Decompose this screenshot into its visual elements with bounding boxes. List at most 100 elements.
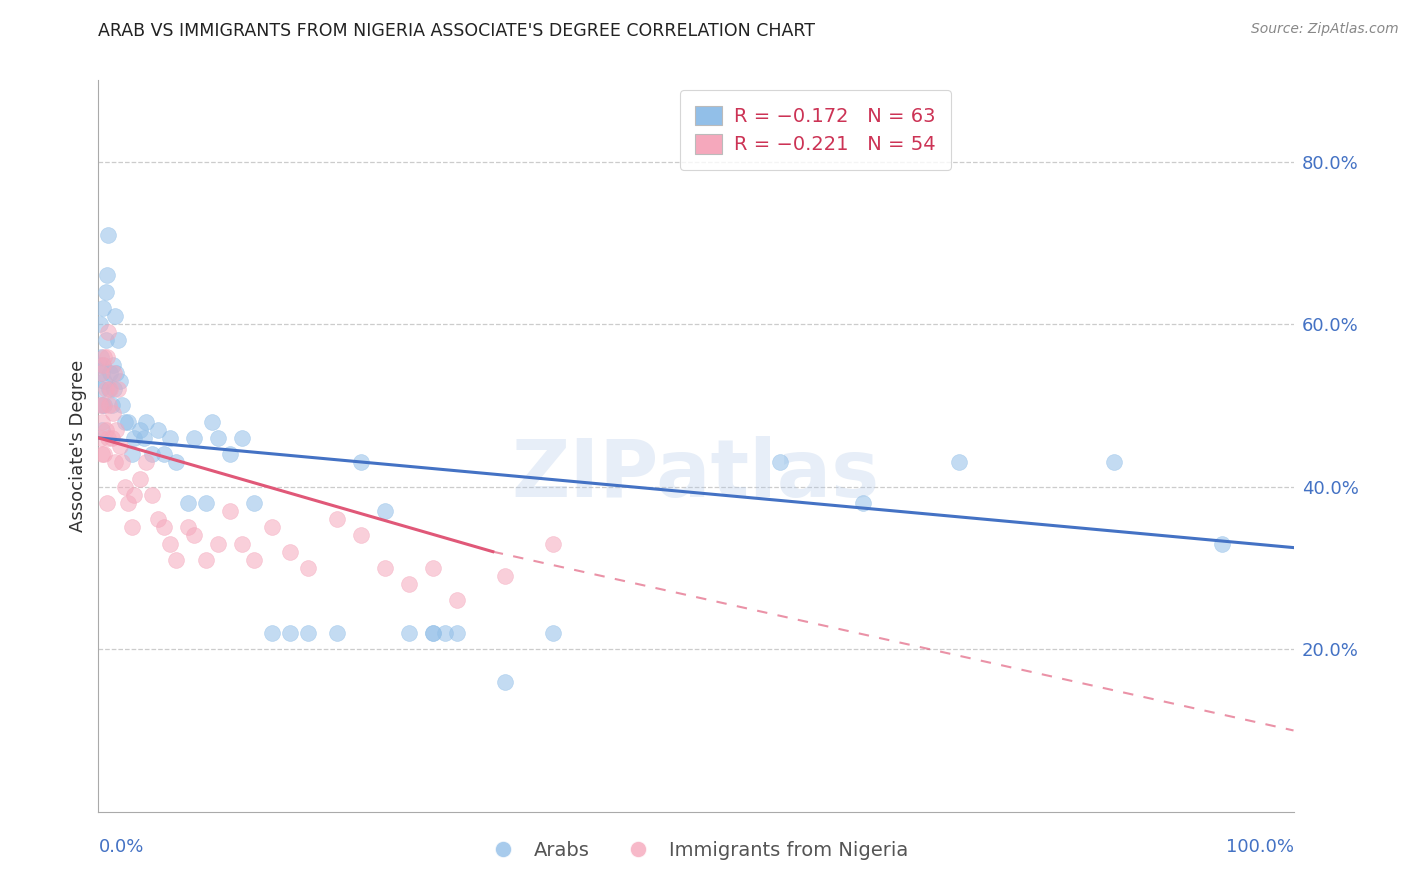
Point [153, 520, 176, 534]
Point [94, 285, 117, 299]
Point [494, 674, 516, 689]
Point [114, 415, 136, 429]
Point [90, 431, 112, 445]
Point [129, 423, 152, 437]
Text: Source: ZipAtlas.com: Source: ZipAtlas.com [1251, 22, 1399, 37]
Point [91, 358, 114, 372]
Point [446, 626, 468, 640]
Point [207, 536, 229, 550]
Point [159, 536, 181, 550]
Point [148, 512, 170, 526]
Point [260, 520, 283, 534]
Point [117, 496, 139, 510]
Point [90, 366, 112, 380]
Point [93, 447, 115, 461]
Point [297, 626, 319, 640]
Point [121, 520, 143, 534]
Point [159, 431, 181, 445]
Point [91, 358, 114, 372]
Point [350, 528, 373, 542]
Point [111, 398, 134, 412]
Point [183, 431, 205, 445]
Text: 0.0%: 0.0% [98, 838, 143, 856]
Point [1102, 455, 1125, 469]
Text: ARAB VS IMMIGRANTS FROM NIGERIA ASSOCIATE'S DEGREE CORRELATION CHART: ARAB VS IMMIGRANTS FROM NIGERIA ASSOCIAT… [98, 22, 815, 40]
Point [91, 415, 114, 429]
Point [90, 350, 112, 364]
Point [98, 382, 121, 396]
Point [111, 455, 134, 469]
Point [105, 423, 128, 437]
Y-axis label: Associate's Degree: Associate's Degree [69, 359, 87, 533]
Point [91, 398, 114, 412]
Point [446, 593, 468, 607]
Point [278, 626, 301, 640]
Point [117, 415, 139, 429]
Point [374, 504, 396, 518]
Point [219, 504, 242, 518]
Point [98, 366, 122, 380]
Point [948, 455, 970, 469]
Point [153, 447, 176, 461]
Point [194, 496, 218, 510]
Point [124, 488, 146, 502]
Point [104, 309, 127, 323]
Point [91, 301, 114, 315]
Point [104, 455, 127, 469]
Point [219, 447, 242, 461]
Point [107, 382, 129, 396]
Point [89, 358, 111, 372]
Point [541, 536, 564, 550]
Point [541, 626, 564, 640]
Point [768, 455, 790, 469]
Point [121, 447, 143, 461]
Point [107, 334, 129, 348]
Point [398, 626, 420, 640]
Point [374, 561, 396, 575]
Point [105, 366, 128, 380]
Point [177, 520, 200, 534]
Point [100, 431, 122, 445]
Point [124, 431, 146, 445]
Point [194, 553, 218, 567]
Point [94, 334, 117, 348]
Point [422, 561, 444, 575]
Point [494, 569, 516, 583]
Point [141, 488, 163, 502]
Point [852, 496, 875, 510]
Point [231, 431, 253, 445]
Point [108, 374, 131, 388]
Point [1211, 536, 1233, 550]
Point [108, 439, 131, 453]
Point [96, 496, 118, 510]
Point [91, 398, 114, 412]
Point [101, 358, 124, 372]
Point [97, 227, 120, 242]
Point [89, 398, 111, 412]
Point [93, 374, 115, 388]
Point [398, 577, 420, 591]
Point [97, 431, 120, 445]
Point [165, 553, 187, 567]
Point [132, 431, 155, 445]
Point [141, 447, 163, 461]
Point [96, 350, 118, 364]
Point [177, 496, 200, 510]
Point [129, 471, 152, 485]
Point [101, 407, 124, 421]
Point [91, 366, 114, 380]
Point [207, 431, 229, 445]
Point [243, 496, 266, 510]
Point [91, 423, 114, 437]
Point [422, 626, 444, 640]
Point [103, 366, 125, 380]
Point [201, 415, 224, 429]
Point [433, 626, 456, 640]
Point [91, 447, 114, 461]
Point [231, 536, 253, 550]
Text: ZIPatlas: ZIPatlas [512, 436, 880, 515]
Point [297, 561, 319, 575]
Point [422, 626, 444, 640]
Point [183, 528, 205, 542]
Point [326, 512, 349, 526]
